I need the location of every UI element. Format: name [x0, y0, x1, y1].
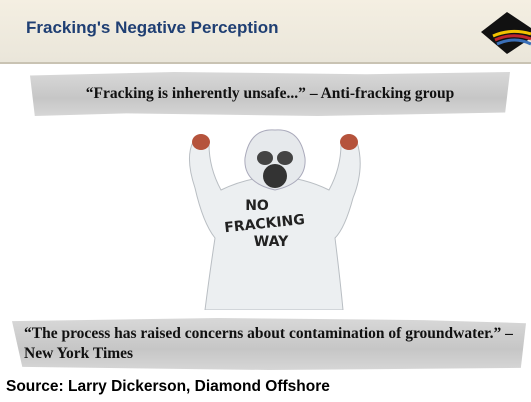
protester-photo: NO FRACKING WAY — [165, 128, 385, 310]
quote-banner: “The process has raised concerns about c… — [12, 318, 526, 370]
sign-line: NO — [245, 198, 269, 214]
sign-line: WAY — [254, 234, 289, 250]
title: Fracking's Negative Perception — [26, 18, 279, 38]
quote-banner: “Fracking is inherently unsafe...” – Ant… — [30, 72, 510, 116]
source: Source: Larry Dickerson, Diamond Offshor… — [6, 378, 330, 396]
quote-attribution: – Anti-fracking group — [310, 85, 454, 102]
quote-text: “The process has raised concerns about c… — [24, 325, 501, 342]
slide: Fracking's Negative Perception “Fracking… — [0, 0, 531, 402]
quote-text: “Fracking is inherently unsafe...” — [86, 85, 306, 102]
logo — [471, 8, 531, 58]
header: Fracking's Negative Perception — [0, 0, 531, 64]
